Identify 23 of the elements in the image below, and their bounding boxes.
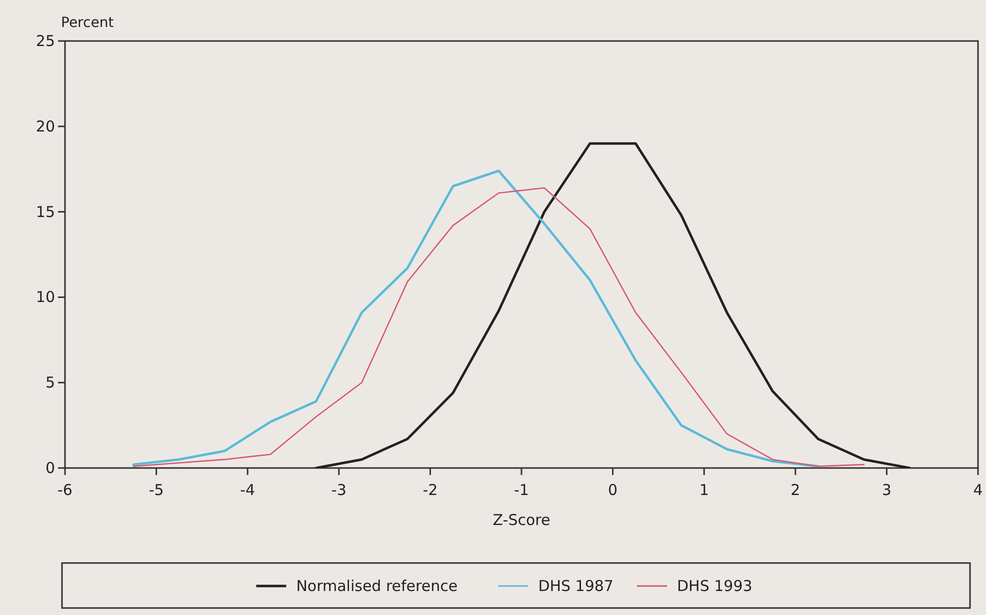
- x-tick-label: 2: [790, 481, 800, 499]
- x-tick-label: 3: [882, 481, 892, 499]
- legend-label: DHS 1987: [538, 577, 614, 595]
- line-series: [314, 142, 911, 468]
- x-tick-label: -3: [331, 481, 346, 499]
- y-tick-label: 25: [36, 32, 55, 50]
- y-axis-title: Percent: [61, 15, 114, 31]
- x-tick-label: -2: [422, 481, 438, 499]
- x-tick-label: 4: [973, 481, 983, 499]
- x-axis-title: Z-Score: [492, 511, 550, 529]
- y-tick-label: 0: [45, 459, 55, 477]
- x-tick-label: -4: [240, 481, 256, 499]
- x-tick-label: 0: [608, 481, 618, 499]
- x-tick-label: -1: [514, 481, 529, 499]
- legend-label: DHS 1993: [677, 577, 752, 595]
- y-tick-label: 5: [45, 374, 55, 392]
- y-tick-label: 20: [36, 117, 55, 136]
- x-tick-label: 1: [699, 481, 709, 499]
- y-tick-label: 10: [36, 288, 55, 306]
- x-tick-label: -6: [58, 481, 72, 499]
- legend-label: Normalised reference: [296, 577, 458, 595]
- x-tick-label: -5: [148, 481, 164, 499]
- y-tick-label: 15: [36, 202, 55, 221]
